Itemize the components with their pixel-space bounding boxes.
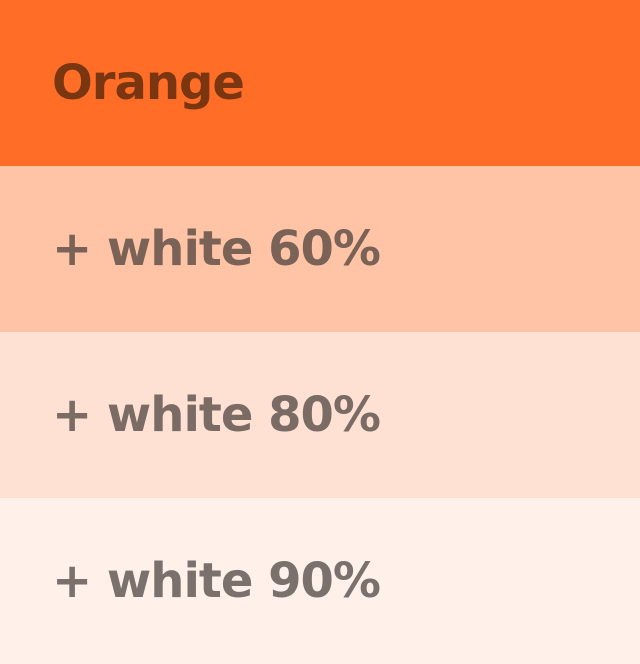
swatch-white-80: + white 80%	[0, 332, 640, 498]
swatch-label: + white 80%	[52, 387, 381, 443]
swatch-white-90: + white 90%	[0, 498, 640, 664]
swatch-orange: Orange	[0, 0, 640, 166]
swatch-label: Orange	[52, 55, 245, 111]
swatch-white-60: + white 60%	[0, 166, 640, 332]
swatch-label: + white 90%	[52, 553, 381, 609]
swatch-label: + white 60%	[52, 221, 381, 277]
